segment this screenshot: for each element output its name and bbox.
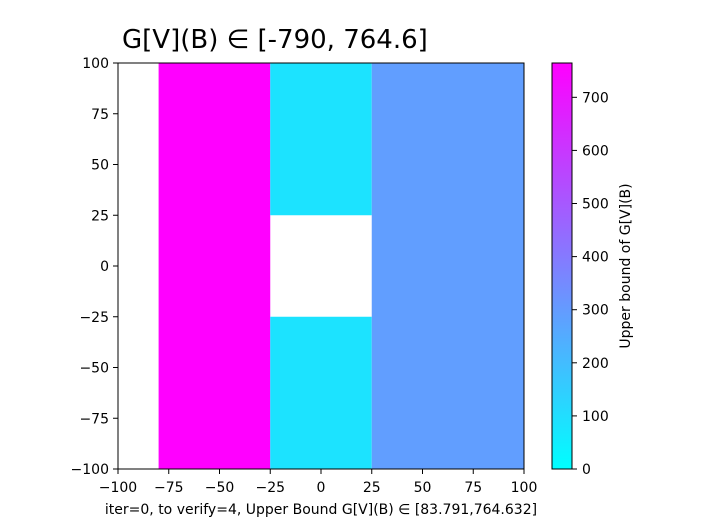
colorbar-gradient: [551, 62, 573, 470]
colorbar-tick-label: 300: [582, 303, 609, 319]
y-axis: −100 −75 −50 −25 0 25 50 75 100: [71, 56, 118, 478]
colorbar-tick-label: 700: [582, 90, 609, 106]
heatmap-cell-2: [270, 316, 372, 469]
y-tick-label: −100: [71, 462, 109, 478]
colorbar-tick-label: 0: [582, 462, 591, 478]
heatmap-cell-1: [270, 63, 372, 216]
colorbar-tick-label: 600: [582, 143, 609, 159]
x-tick-label: 50: [414, 480, 432, 496]
y-tick-label: −50: [79, 361, 109, 377]
y-tick-label: −75: [79, 411, 109, 427]
y-tick-label: 100: [82, 56, 109, 72]
y-tick-label: 25: [91, 208, 109, 224]
colorbar-tick-label: 400: [582, 250, 609, 266]
y-tick-label: 50: [91, 158, 109, 174]
colorbar-tick-label: 500: [582, 197, 609, 213]
x-axis-label: iter=0, to verify=4, Upper Bound G[V](B)…: [105, 502, 537, 518]
x-tick-label: −75: [154, 480, 184, 496]
x-tick-label: −25: [255, 480, 285, 496]
colorbar-label: Upper bound of G[V](B): [618, 183, 634, 348]
y-tick-label: 0: [100, 259, 109, 275]
x-tick-label: 0: [317, 480, 326, 496]
heatmap-cell-0: [158, 63, 271, 469]
x-tick-label: 25: [363, 480, 381, 496]
heatmap-cell-3: [371, 63, 524, 469]
x-tick-label: 100: [511, 480, 538, 496]
y-tick-label: 75: [91, 107, 109, 123]
x-tick-label: 75: [464, 480, 482, 496]
plot-area: [117, 62, 525, 470]
x-tick-label: −50: [205, 480, 235, 496]
y-tick-label: −25: [79, 310, 109, 326]
colorbar-tick-label: 100: [582, 409, 609, 425]
x-axis: −100 −75 −50 −25 0 25 50 75 100: [99, 469, 538, 496]
colorbar-tick-label: 200: [582, 356, 609, 372]
chart-title: G[V](B) ∈ [-790, 764.6]: [122, 25, 428, 55]
colorbar: 0 100 200 300 400 500 600 700: [551, 62, 609, 478]
x-tick-label: −100: [99, 480, 137, 496]
